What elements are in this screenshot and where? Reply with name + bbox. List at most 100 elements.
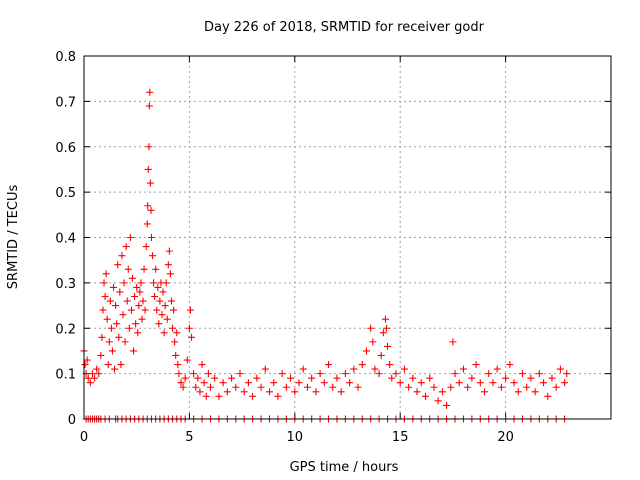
data-point: [236, 370, 244, 378]
data-point: [502, 374, 510, 382]
data-point: [257, 383, 265, 391]
data-point: [333, 374, 341, 382]
data-point: [261, 365, 269, 373]
data-point: [392, 370, 400, 378]
data-point: [126, 234, 134, 241]
data-point: [232, 383, 240, 391]
data-point: [119, 311, 127, 319]
data-point: [472, 361, 480, 369]
data-point: [192, 383, 200, 391]
data-point: [381, 315, 389, 323]
y-tick-label: 0.7: [55, 95, 76, 110]
data-point: [228, 374, 236, 382]
data-point: [106, 297, 114, 305]
data-point: [177, 379, 185, 387]
data-point: [160, 329, 168, 337]
data-point: [140, 265, 148, 273]
data-point: [249, 392, 257, 400]
data-point: [438, 388, 446, 396]
data-point: [136, 288, 144, 296]
data-point: [449, 338, 457, 346]
data-point: [104, 361, 112, 369]
data-point: [362, 347, 370, 355]
data-point: [116, 288, 124, 296]
data-point: [186, 306, 194, 314]
data-point: [291, 388, 299, 396]
data-point: [540, 379, 548, 387]
data-point: [244, 379, 252, 387]
data-point: [369, 338, 377, 346]
data-point: [561, 379, 569, 387]
data-point: [388, 374, 396, 382]
data-point: [99, 306, 107, 314]
data-point: [190, 370, 198, 378]
data-point: [146, 179, 154, 187]
data-point: [181, 374, 189, 382]
data-point: [354, 383, 362, 391]
y-axis-label: SRMTID / TECUs: [6, 185, 21, 290]
data-point: [125, 324, 133, 332]
data-point: [447, 383, 455, 391]
data-point: [167, 297, 175, 305]
data-point: [493, 365, 501, 373]
data-point: [434, 397, 442, 405]
data-point: [219, 379, 227, 387]
data-point: [400, 365, 408, 373]
data-point: [266, 388, 274, 396]
data-point: [320, 379, 328, 387]
data-point: [211, 374, 219, 382]
data-point: [206, 383, 214, 391]
data-point: [198, 361, 206, 369]
data-point: [535, 370, 543, 378]
y-tick-label: 0.4: [55, 232, 76, 247]
data-point: [162, 279, 170, 287]
data-point: [123, 297, 131, 305]
data-point: [413, 388, 421, 396]
y-tick-label: 0.5: [55, 186, 76, 201]
data-point: [337, 388, 345, 396]
data-point: [346, 379, 354, 387]
x-axis-label: GPS time / hours: [290, 460, 399, 475]
data-point: [163, 315, 171, 323]
data-point: [155, 320, 163, 328]
plot-frame: [83, 55, 612, 420]
y-tick-label: 0.8: [55, 50, 76, 65]
data-point: [139, 297, 147, 305]
data-point: [464, 383, 472, 391]
data-point: [175, 370, 183, 378]
data-point: [134, 329, 142, 337]
y-tick-label: 0.3: [55, 277, 76, 292]
data-point: [128, 274, 136, 282]
data-point: [358, 361, 366, 369]
data-point: [274, 392, 282, 400]
data-point: [341, 370, 349, 378]
y-tick-label: 0: [68, 413, 76, 428]
data-point: [102, 270, 110, 278]
data-point: [114, 261, 122, 269]
data-point: [149, 252, 157, 260]
data-point: [485, 370, 493, 378]
data-point: [506, 361, 514, 369]
data-point: [556, 365, 564, 373]
data-point: [278, 370, 286, 378]
data-point: [152, 265, 160, 273]
data-point: [421, 392, 429, 400]
data-point: [81, 361, 89, 369]
data-point: [174, 361, 182, 369]
data-point: [518, 370, 526, 378]
data-point: [153, 306, 161, 314]
data-point: [156, 297, 164, 305]
axes: 0 0.1 0.2 0.3 0.4 0.5 0.6 0.7 0.8 0 5 10 15 20: [55, 50, 611, 445]
data-point: [455, 379, 463, 387]
data-point: [183, 356, 191, 364]
data-point: [88, 370, 96, 378]
data-point: [417, 379, 425, 387]
data-point: [497, 383, 505, 391]
data-point: [103, 315, 111, 323]
y-tick-label: 0.6: [55, 141, 76, 156]
data-point: [135, 302, 143, 310]
data-point: [165, 247, 173, 255]
data-point: [150, 279, 158, 287]
data-point: [145, 143, 153, 151]
